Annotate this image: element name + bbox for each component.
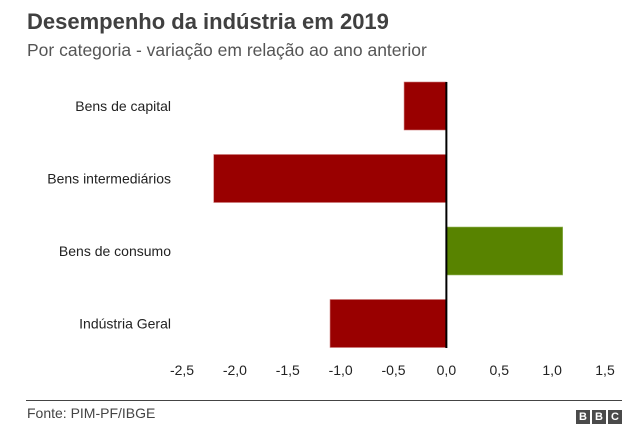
x-tick-label: 1,5 bbox=[595, 362, 615, 378]
bars bbox=[213, 81, 563, 348]
bbc-logo-letter: B bbox=[576, 410, 590, 424]
x-tick-label: -2,5 bbox=[170, 362, 194, 378]
bar-bens-de-consumo bbox=[446, 226, 563, 276]
footer-divider bbox=[26, 400, 622, 401]
category-labels: Bens de capital Bens intermediários Bens d… bbox=[47, 98, 171, 332]
category-label: Bens de capital bbox=[75, 98, 171, 114]
category-label: Indústria Geral bbox=[79, 316, 171, 332]
bbc-logo-letter: B bbox=[592, 410, 606, 424]
chart-subtitle: Por categoria - variação em relação ao a… bbox=[27, 40, 427, 60]
category-label: Bens de consumo bbox=[59, 243, 171, 259]
bar-bens-de-capital bbox=[403, 81, 447, 131]
category-label: Bens intermediários bbox=[47, 171, 171, 187]
x-axis-ticks: -2,5 -2,0 -1,5 -1,0 -0,5 0,0 0,5 1,0 1,5 bbox=[170, 362, 615, 378]
bar-bens-intermedi-rios bbox=[213, 154, 447, 203]
x-tick-label: -1,5 bbox=[276, 362, 300, 378]
x-tick-label: 0,5 bbox=[490, 362, 510, 378]
x-tick-label: 0,0 bbox=[437, 362, 457, 378]
chart-title: Desempenho da indústria em 2019 bbox=[27, 9, 389, 34]
bar-chart: Bens de capital Bens intermediários Bens d… bbox=[47, 81, 615, 378]
bar-ind-stria-geral bbox=[329, 299, 447, 348]
source-note: Fonte: PIM-PF/IBGE bbox=[27, 405, 156, 421]
bbc-logo: B B C bbox=[576, 410, 622, 424]
x-tick-label: -0,5 bbox=[381, 362, 405, 378]
x-tick-label: 1,0 bbox=[542, 362, 562, 378]
bbc-logo-letter: C bbox=[608, 410, 622, 424]
x-tick-label: -2,0 bbox=[223, 362, 247, 378]
x-tick-label: -1,0 bbox=[329, 362, 353, 378]
